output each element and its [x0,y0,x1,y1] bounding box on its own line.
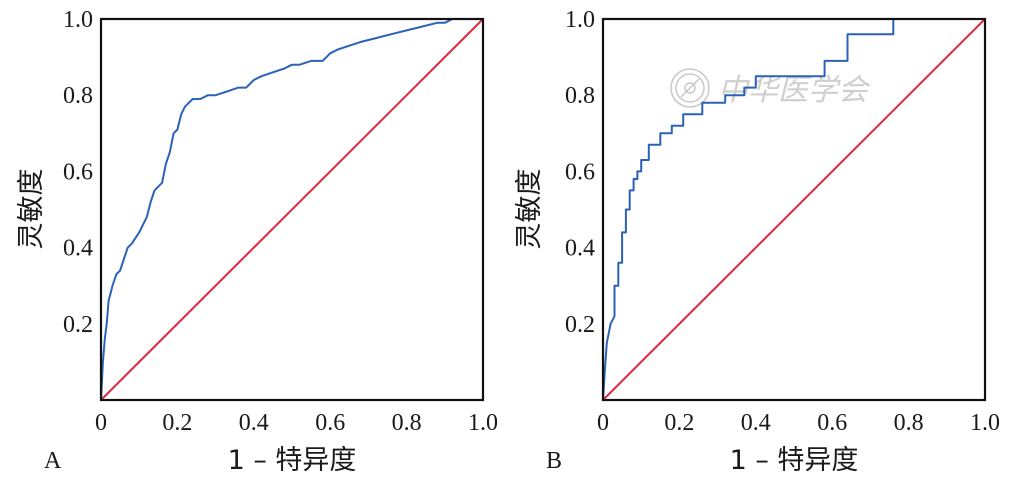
panel-b-plot-frame [601,17,987,402]
panel-a-x-tick-label: 1.0 [468,410,498,436]
watermark: 中华医学会 [670,68,871,108]
panel-b-x-tick-label: 0.8 [894,410,924,436]
panel-a: 0.2 0.4 0.6 0.8 1.0 0 0.2 0.4 0.6 0.8 1.0 1 – 特异度… [16,7,498,476]
panel-b-y-tick-label: 0.8 [565,83,595,109]
panel-a-x-tick-labels: 0 0.2 0.4 0.6 0.8 1.0 [95,410,498,436]
panel-b-y-tick-label: 1.0 [565,7,595,33]
panel-b-y-tick-label: 0.6 [565,159,595,185]
panel-b-reference-line [602,18,986,401]
panel-b-roc-curve [602,18,985,401]
panel-a-x-tick-label: 0.4 [239,410,269,436]
panel-b-x-tick-label: 1.0 [970,410,1000,436]
panel-b-x-tick-label: 0.4 [741,410,771,436]
panel-b-y-tick-label: 0.2 [565,312,595,338]
panel-a-y-tick-label: 0.4 [63,236,93,262]
panel-b: 0.2 0.4 0.6 0.8 1.0 0 0.2 0.4 0.6 0.8 1.0 1 – 特异度… [514,7,1000,476]
panel-b-x-tick-label: 0.2 [664,410,694,436]
panel-b-plot-area [601,17,987,402]
watermark-text: 中华医学会 [718,73,871,108]
panel-a-x-tick-label: 0.2 [162,410,192,436]
panel-a-y-tick-label: 1.0 [63,7,93,33]
panel-b-label: B [546,448,562,474]
panel-a-roc-curve [100,18,483,401]
panel-a-x-axis-title: 1 – 特异度 [228,445,357,476]
panel-a-plot-area [99,17,485,402]
panel-a-label: A [44,448,62,474]
panel-b-y-tick-label: 0.4 [565,236,595,262]
panel-a-y-tick-labels: 0.2 0.4 0.6 0.8 1.0 [63,7,93,338]
panel-a-y-axis-title: 灵敏度 [16,169,47,250]
panel-b-x-tick-label: 0 [597,410,609,436]
panel-a-y-tick-label: 0.8 [63,83,93,109]
panel-a-x-tick-label: 0 [95,410,107,436]
panel-b-y-tick-labels: 0.2 0.4 0.6 0.8 1.0 [565,7,595,338]
panel-b-y-axis-title: 灵敏度 [514,169,545,250]
panel-a-y-tick-label: 0.2 [63,312,93,338]
panel-b-x-tick-label: 0.6 [817,410,847,436]
panel-a-x-tick-label: 0.8 [392,410,422,436]
panel-b-x-tick-labels: 0 0.2 0.4 0.6 0.8 1.0 [597,410,1000,436]
panel-a-x-tick-label: 0.6 [315,410,345,436]
panel-b-x-axis-title: 1 – 特异度 [730,445,859,476]
panel-a-reference-line [100,18,484,401]
panel-a-plot-frame [99,17,485,402]
panel-a-y-tick-label: 0.6 [63,159,93,185]
watermark-seal-icon [670,68,710,108]
